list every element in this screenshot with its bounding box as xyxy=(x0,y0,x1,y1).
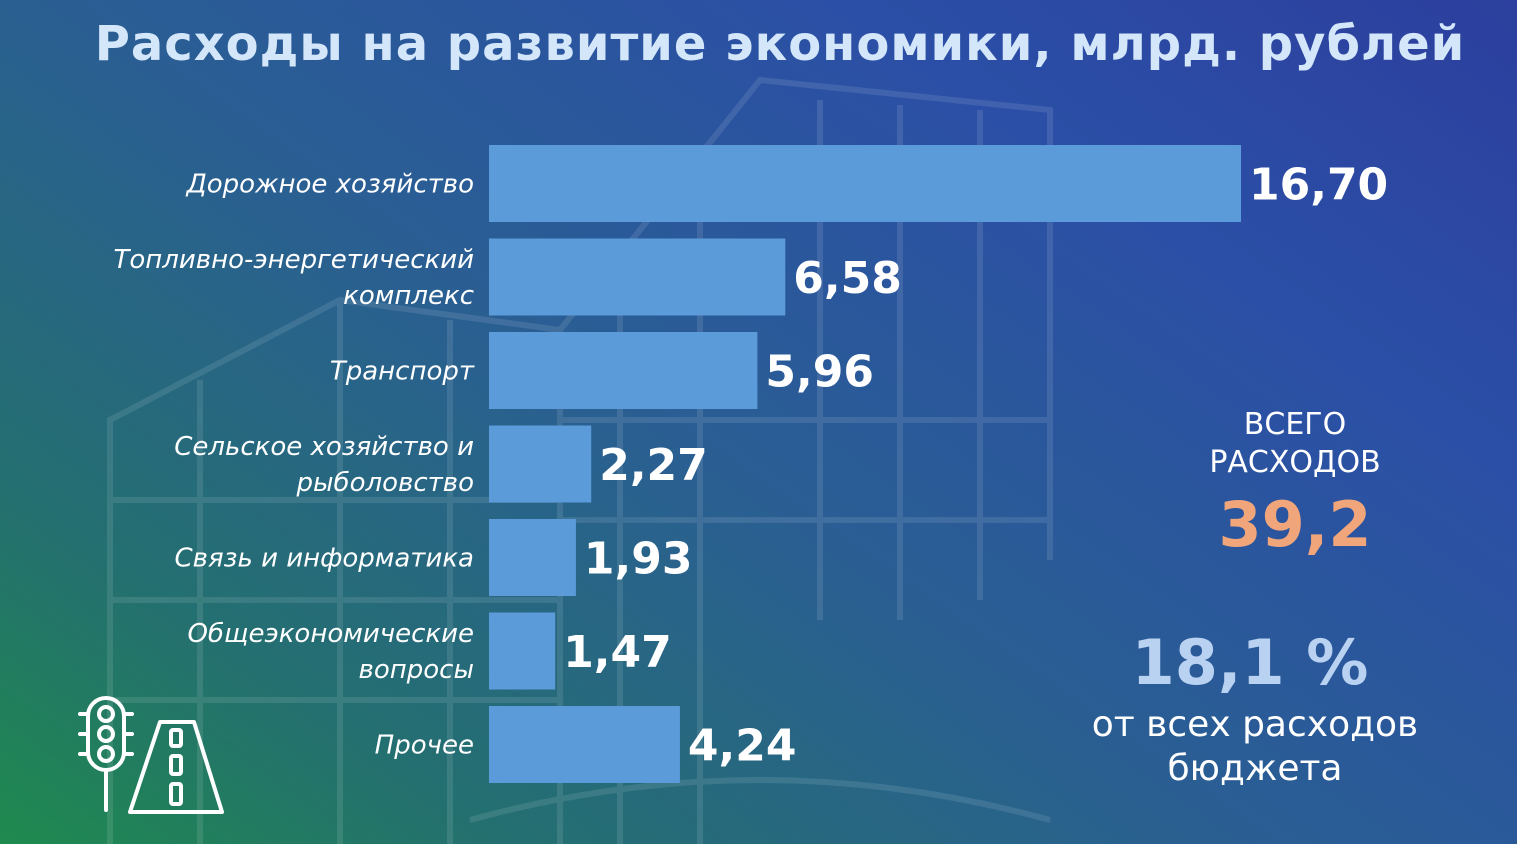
bar-4 xyxy=(489,519,576,596)
bar-6 xyxy=(489,706,680,783)
category-label-0: Дорожное хозяйство xyxy=(185,170,474,200)
bar-0 xyxy=(489,145,1241,222)
value-label-6: 4,24 xyxy=(688,721,797,772)
chart-title: Расходы на развитие экономики, млрд. руб… xyxy=(94,16,1466,72)
value-label-4: 1,93 xyxy=(584,534,693,585)
category-label-4: Связь и информатика xyxy=(175,544,474,574)
budget-share-value: 18,1 % xyxy=(1131,626,1369,699)
category-label-3: Сельское хозяйство и рыболовство xyxy=(174,432,474,498)
traffic-light-icon xyxy=(78,696,224,814)
road-icon xyxy=(128,720,224,814)
bar-5 xyxy=(489,612,556,690)
budget-share-caption: от всех расходов бюджета xyxy=(1091,704,1419,789)
category-label-2: Транспорт xyxy=(330,357,475,387)
category-label-6: Прочее xyxy=(375,731,474,761)
bar-1 xyxy=(489,238,786,316)
category-label-5: Общеэкономические вопросы xyxy=(187,619,474,685)
value-label-2: 5,96 xyxy=(765,347,874,398)
value-label-3: 2,27 xyxy=(599,440,708,491)
category-label-1: Топливно-энергетический комплекс xyxy=(113,245,474,311)
bar-3 xyxy=(489,425,592,503)
value-label-0: 16,70 xyxy=(1249,160,1388,211)
bar-2 xyxy=(489,332,758,409)
total-expenses-value: 39,2 xyxy=(1218,488,1372,561)
value-label-5: 1,47 xyxy=(563,627,672,678)
traffic-road-icons xyxy=(78,690,238,820)
value-label-1: 6,58 xyxy=(793,253,902,304)
total-expenses-caption: ВСЕГО РАСХОДОВ xyxy=(1209,407,1381,480)
